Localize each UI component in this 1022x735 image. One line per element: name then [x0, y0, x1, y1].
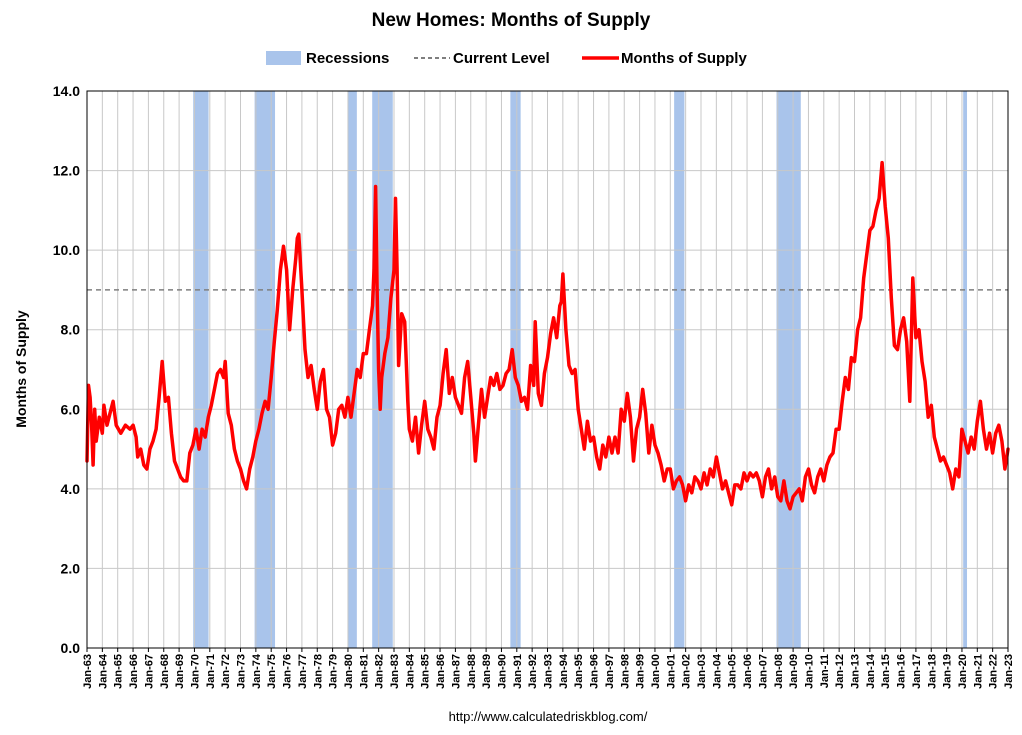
x-tick-label: Jan-78 — [312, 654, 324, 689]
x-tick-label: Jan-17 — [911, 654, 923, 689]
x-tick-label: Jan-84 — [404, 653, 416, 689]
x-tick-label: Jan-85 — [420, 654, 432, 689]
y-tick-label: 4.0 — [61, 481, 81, 497]
x-tick-label: Jan-08 — [773, 654, 785, 689]
x-tick-label: Jan-95 — [573, 654, 585, 689]
y-axis-label: Months of Supply — [13, 310, 29, 428]
x-tick-label: Jan-99 — [635, 654, 647, 689]
x-tick-label: Jan-09 — [788, 654, 800, 689]
x-tick-label: Jan-07 — [757, 654, 769, 689]
x-tick-label: Jan-06 — [742, 654, 754, 689]
x-tick-label: Jan-23 — [1003, 654, 1015, 689]
x-tick-label: Jan-68 — [159, 654, 171, 689]
x-tick-label: Jan-63 — [82, 654, 94, 689]
legend-label-current-level: Current Level — [453, 50, 550, 67]
x-tick-label: Jan-98 — [619, 654, 631, 689]
x-tick-label: Jan-76 — [282, 654, 294, 689]
x-tick-label: Jan-93 — [543, 654, 555, 689]
x-tick-label: Jan-82 — [374, 654, 386, 689]
x-tick-label: Jan-89 — [481, 654, 493, 689]
x-tick-label: Jan-05 — [727, 654, 739, 689]
x-tick-label: Jan-10 — [803, 654, 815, 689]
recession-band — [776, 91, 801, 648]
recession-band — [254, 91, 276, 648]
x-tick-label: Jan-71 — [205, 654, 217, 689]
y-tick-label: 8.0 — [61, 322, 81, 338]
x-tick-label: Jan-22 — [988, 654, 1000, 689]
x-tick-label: Jan-69 — [174, 654, 186, 689]
x-tick-label: Jan-86 — [435, 654, 447, 689]
source-url: http://www.calculatedriskblog.com/ — [449, 709, 648, 724]
recession-band — [963, 91, 968, 648]
y-tick-label: 2.0 — [61, 560, 81, 576]
series-line-months-of-supply — [85, 160, 1010, 511]
x-tick-label: Jan-88 — [466, 654, 478, 689]
x-tick-label: Jan-18 — [926, 654, 938, 689]
x-tick-label: Jan-15 — [880, 654, 892, 689]
x-tick-label: Jan-01 — [665, 654, 677, 689]
x-tick-label: Jan-75 — [266, 654, 278, 689]
x-tick-label: Jan-94 — [558, 653, 570, 689]
y-tick-label: 6.0 — [61, 401, 81, 417]
chart-title: New Homes: Months of Supply — [372, 10, 651, 31]
recession-band — [674, 91, 685, 648]
x-tick-label: Jan-12 — [834, 654, 846, 689]
x-tick-label: Jan-74 — [251, 653, 263, 689]
x-tick-label: Jan-21 — [972, 654, 984, 689]
y-tick-label: 14.0 — [53, 83, 80, 99]
y-tick-label: 10.0 — [53, 242, 80, 258]
x-tick-label: Jan-79 — [328, 654, 340, 689]
x-tick-label: Jan-03 — [696, 654, 708, 689]
y-tick-label: 0.0 — [61, 640, 81, 656]
x-tick-label: Jan-16 — [896, 654, 908, 689]
x-tick-label: Jan-02 — [681, 654, 693, 689]
series-layer — [85, 160, 1010, 511]
x-tick-label: Jan-90 — [496, 654, 508, 689]
x-tick-label: Jan-70 — [189, 654, 201, 689]
x-tick-label: Jan-04 — [711, 653, 723, 689]
x-tick-label: Jan-80 — [343, 654, 355, 689]
x-tick-label: Jan-00 — [650, 654, 662, 689]
x-tick-label: Jan-13 — [850, 654, 862, 689]
x-tick-label: Jan-87 — [450, 654, 462, 689]
legend-label-months-of-supply: Months of Supply — [621, 50, 747, 67]
x-tick-label: Jan-65 — [113, 654, 125, 689]
x-tick-label: Jan-97 — [604, 654, 616, 689]
y-axis-ticks: 0.0 2.0 4.0 6.0 8.0 10.0 12.0 14.0 — [53, 83, 80, 656]
x-tick-label: Jan-83 — [389, 654, 401, 689]
x-axis-ticks: Jan-63 Jan-64 Jan-65 Jan-66 Jan-67 Jan-68 Jan-… — [82, 648, 1015, 689]
recession-band — [347, 91, 357, 648]
y-tick-label: 12.0 — [53, 163, 80, 179]
x-tick-label: Jan-67 — [143, 654, 155, 689]
x-tick-label: Jan-11 — [819, 654, 831, 688]
x-tick-label: Jan-77 — [297, 654, 309, 689]
x-tick-label: Jan-64 — [97, 653, 109, 689]
x-tick-label: Jan-81 — [358, 654, 370, 689]
x-tick-label: Jan-91 — [512, 654, 524, 689]
recession-band — [193, 91, 209, 648]
x-tick-label: Jan-92 — [527, 654, 539, 689]
legend-label-recessions: Recessions — [306, 50, 389, 67]
x-tick-label: Jan-19 — [942, 654, 954, 689]
legend: Recessions Current Level Months of Suppl… — [266, 50, 747, 67]
x-tick-label: Jan-14 — [865, 653, 877, 689]
legend-swatch-recessions — [266, 51, 301, 65]
x-tick-label: Jan-72 — [220, 654, 232, 689]
x-tick-label: Jan-73 — [236, 654, 248, 689]
x-tick-label: Jan-20 — [957, 654, 969, 689]
x-tick-label: Jan-96 — [589, 654, 601, 689]
x-tick-label: Jan-66 — [128, 654, 140, 689]
